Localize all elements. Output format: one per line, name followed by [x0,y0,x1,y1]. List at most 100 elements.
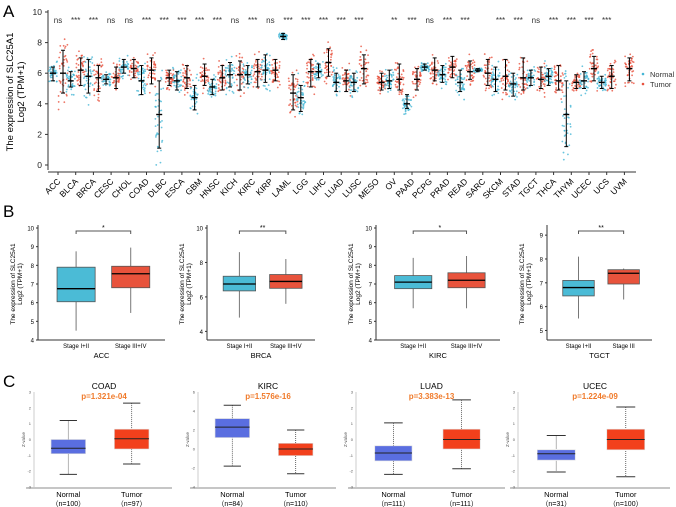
data-point-tumor [165,71,168,74]
data-point-normal [338,85,340,88]
data-point-tumor [237,69,240,71]
significance-label: *** [89,16,98,25]
data-point-normal [569,105,572,108]
data-point-tumor [170,85,173,88]
data-point-normal [314,73,316,76]
data-point-normal [442,70,445,73]
panel-label-c: C [3,372,15,391]
y-tick-label: 6 [31,301,35,307]
y-tick-label: 8 [37,38,42,48]
y-tick-label: 7 [369,283,373,289]
data-point-normal [268,89,271,92]
data-point-normal [333,77,335,80]
data-point-normal [88,85,91,88]
data-point-normal [161,141,163,143]
data-point-tumor [614,78,617,81]
data-point-tumor [614,86,616,89]
data-point-normal [242,81,245,84]
data-point-tumor [485,87,488,90]
data-point-normal [497,85,500,88]
data-point-normal [587,80,589,83]
data-point-tumor [278,64,281,67]
significance-label: ns [125,16,133,25]
data-point-normal [563,129,566,132]
data-point-normal [333,69,336,71]
data-point-tumor [402,76,405,79]
data-point-normal [297,72,300,75]
data-point-normal [498,72,501,74]
data-point-normal [599,79,602,81]
data-point-tumor [223,69,226,72]
data-point-tumor [75,74,78,77]
significance-label: ** [598,225,604,232]
data-point-tumor [164,81,167,83]
data-point-normal [404,98,407,100]
data-point-normal [333,83,335,86]
data-point-normal [525,79,528,82]
data-point-normal [568,144,571,147]
data-point-tumor [258,67,261,70]
data-point-tumor [571,82,574,85]
p-value: p=1.576e-16 [245,392,291,401]
data-point-normal [244,79,246,82]
data-point-tumor [63,58,66,61]
data-point-normal [349,81,352,83]
data-point-tumor [63,55,66,58]
data-point-normal [100,78,103,80]
data-point-tumor [254,60,257,63]
data-point-tumor [472,59,475,62]
y-tick-label: 2 [351,405,354,410]
data-point-tumor [329,46,332,49]
data-point-normal [527,72,530,75]
data-point-tumor [615,83,617,86]
data-point-tumor [58,56,61,59]
data-point-normal [268,63,271,66]
significance-label: * [102,225,105,232]
data-point-tumor [149,66,151,69]
data-point-normal [526,81,529,83]
data-point-tumor [432,75,435,78]
data-point-normal [126,61,128,63]
data-point-normal [180,69,182,72]
data-point-normal [244,71,247,74]
data-point-tumor [573,78,576,81]
data-point-normal [154,117,157,120]
box [56,266,96,303]
data-point-normal [250,69,253,72]
data-point-tumor [576,84,579,86]
data-point-normal [160,109,163,112]
data-point-tumor [595,66,598,69]
data-point-tumor [396,85,399,88]
data-point-normal [580,83,583,86]
data-point-normal [263,56,266,59]
sample-count: （n=31） [541,500,571,507]
data-point-tumor [398,93,401,96]
data-point-tumor [153,61,156,63]
data-point-normal [463,77,466,79]
data-point-tumor [207,78,209,81]
data-point-normal [50,70,52,73]
data-point-normal [426,62,429,65]
data-point-normal [320,73,323,75]
data-point-normal [141,81,144,84]
data-point-normal [586,75,589,78]
data-point-normal [89,60,92,63]
data-point-normal [84,96,87,99]
data-point-tumor [448,69,451,72]
data-point-tumor [295,105,298,108]
y-tick-label: 9 [540,234,544,240]
data-point-normal [83,85,85,88]
data-point-normal [90,58,93,60]
data-point-tumor [154,63,156,66]
group-label: Tumor [121,490,143,499]
data-point-tumor [128,74,131,77]
data-point-tumor [239,95,242,98]
data-point-tumor [289,88,292,91]
data-point-tumor [153,77,156,80]
data-point-tumor [473,61,476,64]
data-point-normal [336,76,339,79]
data-point-normal [296,99,299,101]
data-point-normal [179,84,181,86]
data-point-normal [73,77,76,80]
data-point-normal [247,86,250,89]
